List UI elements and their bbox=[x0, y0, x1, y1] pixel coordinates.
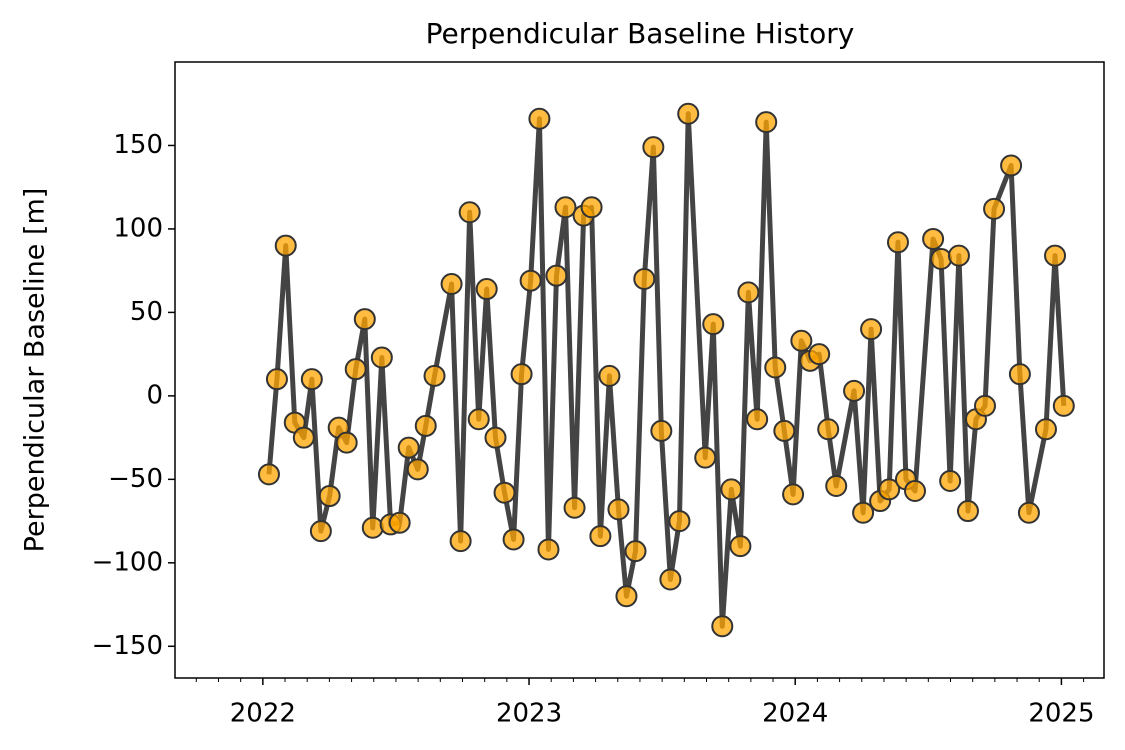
marker bbox=[519, 269, 542, 292]
y-tick-label: 0 bbox=[146, 380, 163, 410]
marker bbox=[607, 498, 630, 521]
marker bbox=[257, 463, 280, 486]
marker bbox=[1017, 501, 1040, 524]
marker bbox=[467, 408, 490, 431]
marker bbox=[274, 234, 297, 257]
marker bbox=[677, 102, 700, 125]
marker bbox=[598, 364, 621, 387]
marker bbox=[642, 136, 665, 159]
marker bbox=[659, 568, 682, 591]
marker bbox=[702, 313, 725, 336]
x-tick-label: 2024 bbox=[762, 699, 828, 729]
marker bbox=[782, 483, 805, 506]
marker bbox=[493, 481, 516, 504]
marker bbox=[292, 426, 315, 449]
x-tick-label: 2022 bbox=[230, 699, 296, 729]
marker bbox=[344, 358, 367, 381]
marker bbox=[554, 196, 577, 219]
marker bbox=[947, 244, 970, 267]
marker bbox=[878, 478, 901, 501]
marker bbox=[711, 615, 734, 638]
y-axis-label: Perpendicular Baseline [m] bbox=[20, 188, 51, 553]
marker bbox=[353, 308, 376, 331]
marker bbox=[309, 520, 332, 543]
marker bbox=[956, 500, 979, 523]
marker bbox=[974, 394, 997, 417]
marker bbox=[484, 426, 507, 449]
marker bbox=[397, 436, 420, 459]
marker bbox=[1000, 154, 1023, 177]
marker bbox=[502, 528, 525, 551]
marker bbox=[904, 480, 927, 503]
marker bbox=[746, 408, 769, 431]
marker bbox=[755, 111, 778, 134]
marker bbox=[265, 368, 288, 391]
marker bbox=[825, 475, 848, 498]
marker bbox=[440, 273, 463, 296]
y-tick-label: −150 bbox=[92, 631, 163, 661]
marker bbox=[852, 501, 875, 524]
marker bbox=[423, 364, 446, 387]
marker bbox=[624, 540, 647, 563]
marker bbox=[388, 511, 411, 534]
marker bbox=[537, 538, 560, 561]
marker bbox=[720, 478, 743, 501]
marker bbox=[370, 346, 393, 369]
marker bbox=[615, 585, 638, 608]
marker bbox=[589, 525, 612, 548]
y-tick-label: −100 bbox=[92, 547, 163, 577]
marker bbox=[335, 431, 358, 454]
x-tick-label: 2025 bbox=[1028, 699, 1094, 729]
marker bbox=[406, 458, 429, 481]
marker bbox=[1044, 244, 1067, 267]
marker bbox=[983, 197, 1006, 220]
marker bbox=[930, 247, 953, 270]
marker bbox=[545, 264, 568, 287]
marker bbox=[580, 196, 603, 219]
marker bbox=[318, 485, 341, 508]
plot-frame bbox=[174, 61, 1105, 679]
marker bbox=[449, 530, 472, 553]
marker bbox=[510, 363, 533, 386]
marker bbox=[808, 343, 831, 366]
marker bbox=[300, 368, 323, 391]
marker bbox=[729, 535, 752, 558]
marker bbox=[1008, 363, 1031, 386]
marker bbox=[694, 446, 717, 469]
x-tick-label: 2023 bbox=[496, 699, 562, 729]
marker bbox=[563, 496, 586, 519]
y-tick-label: 100 bbox=[113, 213, 163, 243]
marker bbox=[668, 510, 691, 533]
marker bbox=[650, 419, 673, 442]
chart-title: Perpendicular Baseline History bbox=[426, 17, 855, 50]
marker bbox=[922, 227, 945, 250]
marker bbox=[475, 278, 498, 301]
marker bbox=[737, 281, 760, 304]
marker bbox=[1034, 418, 1057, 441]
marker bbox=[886, 231, 909, 254]
marker bbox=[633, 268, 656, 291]
marker bbox=[790, 329, 813, 352]
marker bbox=[458, 201, 481, 224]
marker bbox=[773, 419, 796, 442]
marker bbox=[528, 107, 551, 130]
marker bbox=[939, 470, 962, 493]
y-tick-label: −50 bbox=[108, 464, 163, 494]
marker bbox=[361, 516, 384, 539]
marker bbox=[843, 379, 866, 402]
y-tick-label: 50 bbox=[130, 297, 163, 327]
marker bbox=[1052, 394, 1075, 417]
y-tick-label: 150 bbox=[113, 130, 163, 160]
line bbox=[266, 111, 1067, 629]
marker bbox=[764, 356, 787, 379]
marker bbox=[817, 418, 840, 441]
marker bbox=[860, 318, 883, 341]
marker bbox=[414, 414, 437, 437]
